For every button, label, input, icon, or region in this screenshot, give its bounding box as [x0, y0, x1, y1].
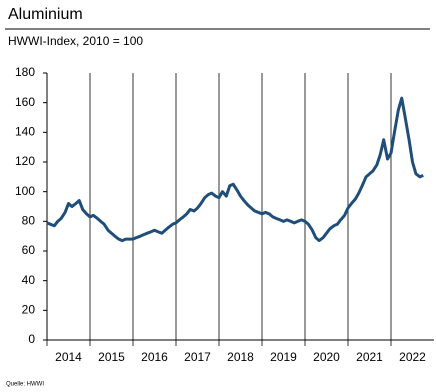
x-tick-label: 2016 [141, 350, 168, 364]
y-tick-label: 160 [15, 95, 35, 109]
x-tick-label: 2019 [270, 350, 297, 364]
y-tick-label: 180 [15, 65, 35, 79]
x-tick-label: 2017 [184, 350, 211, 364]
y-tick-label: 60 [22, 243, 36, 257]
x-tick-label: 2021 [356, 350, 383, 364]
y-tick-label: 100 [15, 184, 35, 198]
y-tick-label: 140 [15, 125, 35, 139]
x-tick-label: 2020 [313, 350, 340, 364]
x-tick-label: 2018 [227, 350, 254, 364]
chart-title: Aluminium [8, 6, 83, 23]
y-tick-label: 0 [28, 332, 35, 346]
y-tick-label: 80 [22, 214, 36, 228]
data-line [46, 96, 424, 243]
x-tick-label: 2022 [399, 350, 426, 364]
chart-subtitle: HWWI-Index, 2010 = 100 [8, 34, 143, 48]
x-tick-label: 2014 [55, 350, 82, 364]
source: Quelle: HWWI [6, 382, 44, 388]
y-tick-label: 40 [22, 273, 36, 287]
y-tick-label: 120 [15, 154, 35, 168]
y-tick-label: 20 [22, 303, 36, 317]
x-tick-label: 2015 [98, 350, 125, 364]
